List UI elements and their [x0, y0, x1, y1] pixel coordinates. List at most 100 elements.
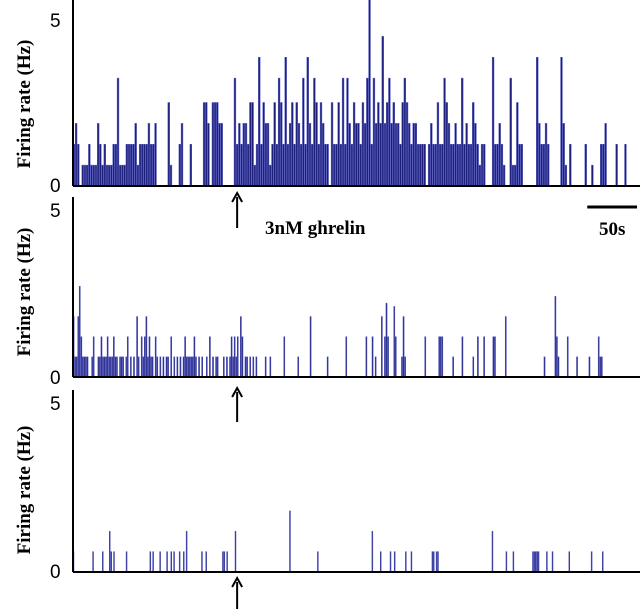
application-arrow-icon	[231, 385, 244, 422]
bar	[138, 143, 142, 187]
bar	[602, 143, 605, 187]
drug-label: 3nM ghrelin	[265, 218, 366, 239]
bar	[264, 123, 268, 187]
bar	[240, 316, 242, 378]
bar	[173, 356, 176, 378]
bar	[313, 77, 316, 187]
bar	[537, 551, 540, 573]
bar	[393, 306, 396, 378]
bar	[232, 356, 234, 378]
arrow-head	[231, 385, 244, 398]
bar	[222, 551, 224, 573]
bar	[346, 77, 349, 187]
bar	[359, 143, 362, 187]
ytick-label-0: 0	[50, 562, 61, 583]
bar	[182, 356, 185, 378]
bar	[566, 336, 569, 378]
bar	[544, 123, 548, 187]
bar	[169, 164, 173, 187]
bar	[185, 356, 188, 378]
bar	[432, 143, 435, 187]
bar	[142, 356, 145, 378]
bar	[295, 102, 298, 187]
bar	[94, 164, 98, 187]
bar	[361, 102, 365, 187]
bar	[404, 356, 406, 378]
bars-bottom	[72, 510, 604, 573]
bar	[130, 143, 133, 187]
bar	[83, 164, 87, 187]
bar	[516, 102, 519, 187]
bar	[176, 356, 179, 378]
bar	[149, 551, 152, 573]
bar	[156, 356, 159, 378]
bar	[326, 356, 329, 378]
bar	[568, 551, 571, 573]
bar	[226, 551, 228, 573]
bar	[461, 336, 464, 378]
bar	[435, 551, 438, 573]
bar	[366, 77, 369, 187]
bar	[167, 356, 169, 378]
y-axis-label: Firing rate (Hz)	[14, 426, 35, 555]
bar	[375, 123, 378, 187]
bar	[97, 123, 100, 187]
bar	[130, 356, 132, 378]
bar	[109, 530, 111, 573]
bar	[149, 143, 153, 187]
bar	[74, 123, 78, 187]
bar	[602, 551, 604, 573]
bar	[540, 143, 543, 187]
bar	[315, 102, 318, 187]
bar	[371, 336, 374, 378]
bar	[498, 123, 501, 187]
bar	[116, 77, 120, 187]
bar	[319, 102, 323, 187]
bar	[205, 356, 208, 378]
bar	[173, 551, 175, 573]
bar	[311, 143, 314, 187]
bar	[538, 123, 541, 187]
bar	[81, 164, 84, 187]
bar	[211, 102, 215, 187]
bar	[604, 123, 607, 187]
bar	[350, 143, 354, 187]
bar	[419, 143, 422, 187]
bar	[412, 123, 415, 187]
bar	[283, 336, 286, 378]
bar	[120, 356, 123, 378]
bar	[615, 143, 618, 187]
bar	[125, 143, 129, 187]
bar	[195, 356, 197, 378]
bar	[289, 510, 291, 573]
bar	[134, 123, 137, 187]
bar	[491, 530, 494, 573]
bar	[370, 143, 373, 187]
bar	[229, 356, 231, 378]
bar	[74, 356, 76, 378]
bar	[113, 551, 115, 573]
bar	[383, 123, 387, 187]
bar	[339, 143, 343, 187]
bar	[379, 551, 382, 573]
bar	[297, 356, 300, 378]
bar	[476, 143, 479, 187]
application-arrow-icon	[231, 190, 244, 228]
bar	[543, 356, 546, 378]
bar	[414, 123, 418, 187]
bar	[438, 336, 441, 378]
bar	[344, 143, 347, 187]
bar	[309, 316, 312, 378]
bar	[82, 356, 84, 378]
bar	[247, 143, 250, 187]
bar	[576, 356, 578, 378]
bar	[352, 102, 356, 187]
bar	[249, 102, 252, 187]
bar	[441, 336, 444, 378]
bar	[238, 123, 241, 187]
bar	[216, 102, 219, 187]
bar	[190, 356, 193, 378]
bar	[491, 56, 495, 187]
bar	[121, 164, 124, 187]
